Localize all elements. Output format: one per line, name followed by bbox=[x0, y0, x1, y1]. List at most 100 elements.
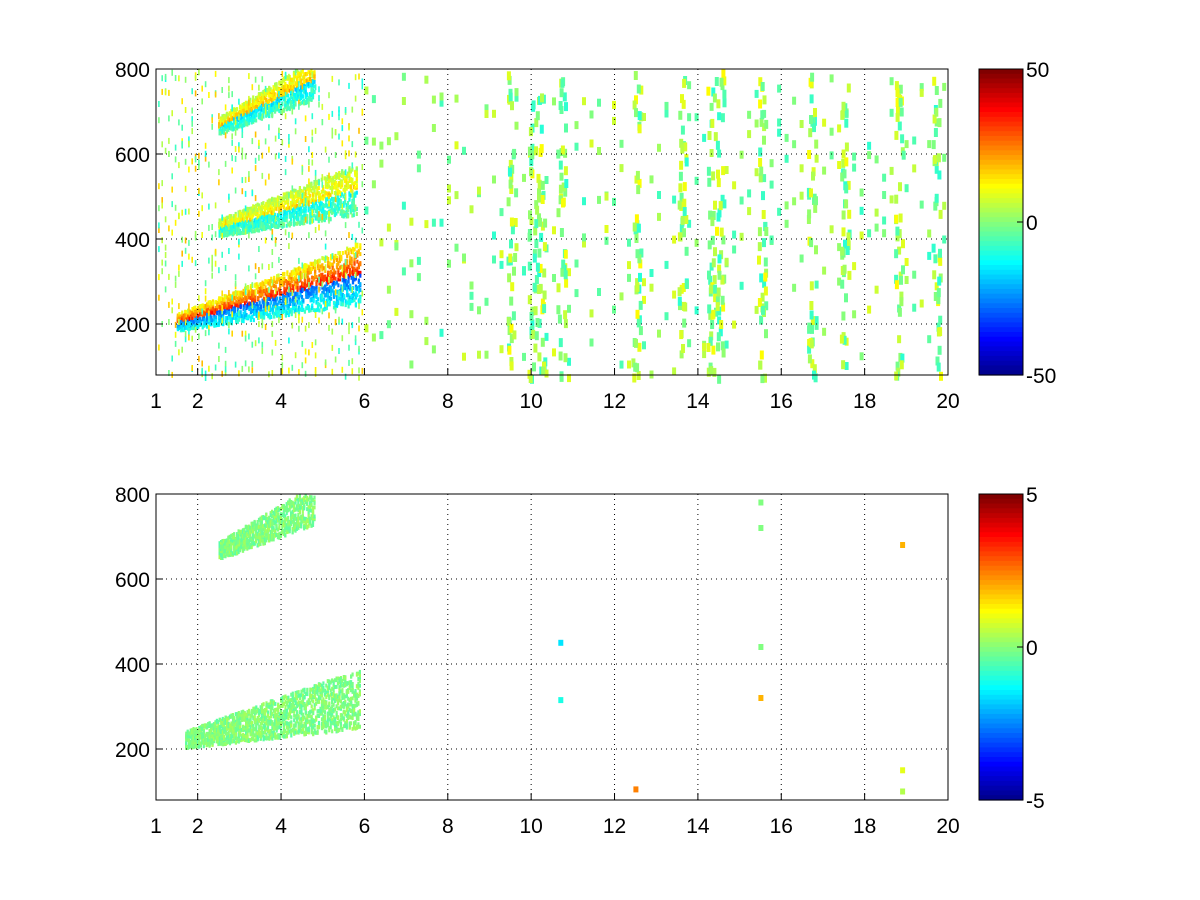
heatmap-cell bbox=[296, 292, 299, 297]
heatmap-cell bbox=[334, 196, 337, 203]
heatmap-cell bbox=[274, 294, 277, 299]
heatmap-cell bbox=[227, 215, 230, 220]
heatmap-cell bbox=[317, 186, 320, 190]
heatmap-cell bbox=[271, 330, 274, 337]
heatmap-cell bbox=[627, 238, 631, 247]
heatmap-cell bbox=[222, 123, 226, 128]
heatmap-cell bbox=[322, 194, 325, 199]
heatmap-cell bbox=[300, 194, 303, 198]
heatmap-cell bbox=[263, 224, 266, 229]
heatmap-cell bbox=[286, 310, 289, 315]
heatmap-cell bbox=[158, 101, 160, 107]
heatmap-cell bbox=[252, 116, 255, 121]
heatmap-cell bbox=[326, 182, 329, 187]
heatmap-cell bbox=[309, 193, 312, 198]
heatmap-cell bbox=[228, 328, 230, 335]
heatmap-cell bbox=[220, 131, 223, 136]
heatmap-cell bbox=[192, 312, 196, 317]
heatmap-cell bbox=[201, 317, 204, 322]
heatmap-cell bbox=[248, 295, 251, 300]
heatmap-cell bbox=[296, 283, 299, 288]
heatmap-cell bbox=[310, 204, 313, 209]
heatmap-cell bbox=[231, 91, 233, 98]
heatmap-cell bbox=[285, 87, 288, 92]
heatmap-cell bbox=[344, 213, 347, 217]
heatmap-cell bbox=[353, 269, 356, 274]
heatmap-cell bbox=[345, 180, 348, 185]
heatmap-cell bbox=[338, 79, 340, 86]
heatmap-cell bbox=[219, 304, 222, 309]
heatmap-cell bbox=[324, 300, 327, 307]
heatmap-cell bbox=[198, 152, 200, 159]
heatmap-cell bbox=[351, 246, 355, 251]
heatmap-cell bbox=[271, 214, 274, 219]
heatmap-cell bbox=[282, 91, 285, 96]
heatmap-cell bbox=[302, 287, 305, 292]
heatmap-cell bbox=[338, 251, 341, 255]
heatmap-cell bbox=[203, 305, 206, 310]
heatmap-cell bbox=[292, 219, 296, 224]
heatmap-cell bbox=[288, 192, 290, 199]
heatmap-cell bbox=[201, 205, 203, 212]
heatmap-cell bbox=[164, 252, 167, 258]
heatmap-cell bbox=[233, 223, 236, 228]
heatmap-cell bbox=[336, 209, 339, 214]
heatmap-cell bbox=[332, 208, 335, 213]
heatmap-cell bbox=[241, 220, 244, 227]
heatmap-cell bbox=[355, 212, 358, 216]
heatmap-cell bbox=[203, 312, 206, 317]
heatmap-cell bbox=[509, 334, 514, 344]
heatmap-cell bbox=[222, 322, 225, 327]
heatmap-cell bbox=[361, 367, 364, 374]
heatmap-cell bbox=[288, 222, 291, 227]
heatmap-cell bbox=[164, 73, 167, 80]
heatmap-cell bbox=[559, 172, 564, 181]
heatmap-cell bbox=[187, 319, 190, 324]
heatmap-cell bbox=[260, 314, 263, 319]
heatmap-cell bbox=[227, 232, 230, 237]
heatmap-cell bbox=[234, 187, 237, 194]
heatmap-cell bbox=[354, 302, 357, 307]
heatmap-cell bbox=[245, 316, 248, 321]
heatmap-cell bbox=[348, 328, 350, 335]
heatmap-cell bbox=[359, 261, 362, 266]
heatmap-cell bbox=[499, 260, 504, 269]
heatmap-cell bbox=[344, 258, 347, 265]
heatmap-cell bbox=[322, 299, 325, 304]
heatmap-cell bbox=[258, 311, 260, 318]
heatmap-cell bbox=[882, 229, 887, 238]
heatmap-cell bbox=[264, 85, 267, 92]
heatmap-cell bbox=[315, 295, 318, 299]
heatmap-cell bbox=[220, 123, 223, 128]
heatmap-cell bbox=[307, 198, 310, 203]
heatmap-cell bbox=[359, 246, 362, 251]
heatmap-cell bbox=[326, 176, 329, 181]
heatmap-cell bbox=[301, 69, 304, 74]
heatmap-cell bbox=[331, 288, 334, 293]
heatmap-cell bbox=[298, 190, 301, 195]
heatmap-cell bbox=[268, 201, 271, 206]
heatmap-cell bbox=[330, 288, 333, 293]
heatmap-cell bbox=[284, 169, 287, 176]
heatmap-cell bbox=[274, 93, 277, 100]
heatmap-cell bbox=[301, 203, 304, 208]
heatmap-cell bbox=[351, 276, 355, 281]
heatmap-cell bbox=[294, 221, 297, 226]
heatmap-cell bbox=[306, 305, 309, 310]
heatmap-cell bbox=[349, 185, 352, 189]
heatmap-cell bbox=[649, 283, 654, 292]
heatmap-cell bbox=[259, 209, 262, 214]
heatmap-cell bbox=[208, 92, 210, 98]
heatmap-cell bbox=[346, 280, 349, 285]
heatmap-cell bbox=[290, 217, 293, 222]
heatmap-cell bbox=[256, 208, 259, 213]
heatmap-cell bbox=[292, 84, 296, 89]
heatmap-cell bbox=[297, 295, 301, 299]
heatmap-cell bbox=[268, 282, 271, 287]
heatmap-cell bbox=[307, 205, 310, 210]
heatmap-cell bbox=[227, 305, 231, 310]
heatmap-cell bbox=[288, 214, 291, 219]
heatmap-cell bbox=[350, 294, 353, 298]
heatmap-cell bbox=[269, 94, 272, 98]
heatmap-cell bbox=[347, 265, 350, 269]
